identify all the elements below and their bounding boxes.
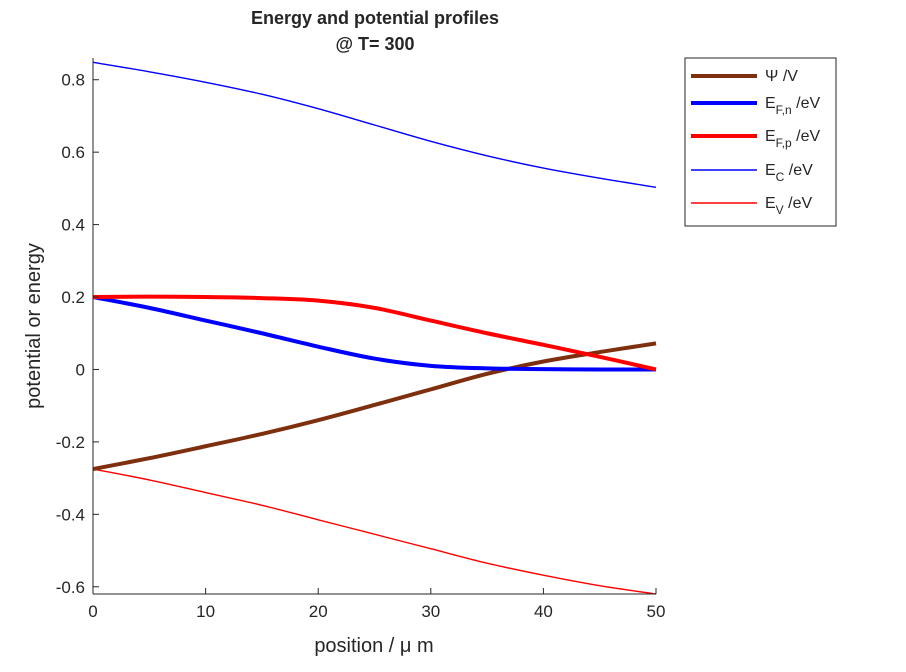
series-layer [92, 61, 657, 595]
x-axis-label: position / μ m [314, 635, 433, 657]
legend-label-ec: EC /eV [765, 162, 813, 184]
legend-label-efn: EF,n /eV [765, 95, 820, 117]
series-line-ev [92, 468, 657, 595]
y-tick-label: 0 [76, 360, 85, 379]
legend-label-main: E [765, 162, 776, 179]
chart-subtitle: @ T= 300 [335, 34, 414, 54]
y-tick-label: 0.2 [61, 288, 85, 307]
legend-label-main: E [765, 195, 776, 212]
y-tick-label: 0.8 [61, 71, 85, 90]
y-ticks: -0.6 -0.4 -0.2 0 0.2 0.4 0.6 0.8 [56, 71, 99, 597]
series-line-efn [92, 295, 657, 372]
legend-label-suffix: /eV [784, 195, 813, 212]
plot-frame [93, 58, 656, 594]
legend-label-ev: EV /eV [765, 195, 812, 217]
legend-box [684, 57, 837, 227]
legend-label-suffix: /eV [792, 95, 821, 112]
legend-label-subscript: C [776, 170, 785, 184]
legend-label-subscript: F,p [776, 136, 792, 150]
x-tick-label: 40 [534, 602, 553, 621]
legend-label-main: E [765, 95, 776, 112]
y-tick-label: 0.6 [61, 143, 85, 162]
y-tick-label: 0.4 [61, 216, 85, 235]
x-ticks: 0 10 20 30 40 50 [88, 588, 665, 621]
legend-label-suffix: /eV [792, 128, 821, 145]
plot-area: 0 10 20 30 40 50 -0.6 -0.4 -0.2 0 0.2 0.4 0.6 0.8 [56, 58, 665, 621]
series-line-psi [92, 341, 657, 472]
chart-title: Energy and potential profiles [251, 8, 499, 28]
legend-label-suffix: /eV [784, 162, 813, 179]
x-tick-label: 0 [88, 602, 97, 621]
x-tick-label: 30 [421, 602, 440, 621]
legend-label-main: Ψ /V [765, 68, 798, 85]
x-tick-label: 20 [309, 602, 328, 621]
x-tick-label: 50 [647, 602, 666, 621]
legend-label-subscript: V [776, 203, 784, 217]
y-tick-label: -0.2 [56, 433, 85, 452]
legend-label-psi: Ψ /V [765, 68, 798, 85]
x-tick-label: 10 [196, 602, 215, 621]
series-line-efp [92, 294, 657, 372]
series-line-ec [92, 61, 657, 188]
legend-label-efp: EF,p /eV [765, 128, 820, 150]
legend-label-subscript: F,n [776, 103, 792, 117]
legend-label-main: E [765, 128, 776, 145]
y-tick-label: -0.4 [56, 505, 85, 524]
y-axis-label: potential or energy [23, 243, 45, 409]
y-tick-label: -0.6 [56, 578, 85, 597]
